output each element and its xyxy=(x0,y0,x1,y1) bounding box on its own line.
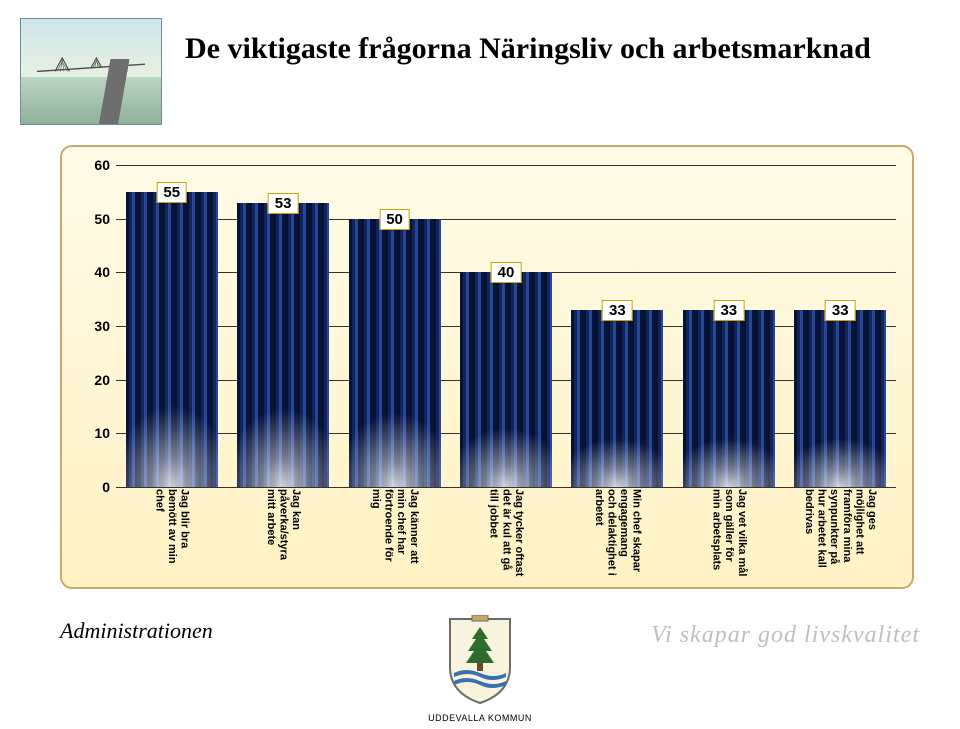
bar-value-label: 33 xyxy=(602,300,633,321)
bar-chart: 0 10 20 30 40 50 60 55 53 50 40 33 33 33 Jag blir bra… xyxy=(60,145,914,589)
x-axis-label: Min chef skapar engagemang och delaktigh… xyxy=(592,489,643,579)
bar-value-label: 40 xyxy=(491,262,522,283)
page-title: De viktigaste frågorna Näringsliv och ar… xyxy=(185,32,871,66)
bar: 40 xyxy=(460,165,552,487)
x-axis-label: Jag ges möjlighet att framföra mina synp… xyxy=(802,489,878,579)
bar: 33 xyxy=(683,165,775,487)
x-axis-label: Jag kan påverka/styra mitt arbete xyxy=(264,489,302,579)
y-axis-label: 50 xyxy=(94,211,110,227)
x-axis-label: Jag vet vilka mål som gäller för min arb… xyxy=(710,489,748,579)
bar: 33 xyxy=(794,165,886,487)
y-axis-label: 40 xyxy=(94,264,110,280)
y-axis-label: 30 xyxy=(94,318,110,334)
y-axis-label: 20 xyxy=(94,372,110,388)
bar: 50 xyxy=(349,165,441,487)
bar-value-label: 55 xyxy=(156,182,187,203)
bar: 53 xyxy=(237,165,329,487)
crest-caption: UDDEVALLA KOMMUN xyxy=(428,713,532,723)
y-axis-label: 10 xyxy=(94,425,110,441)
bar-value-label: 50 xyxy=(379,209,410,230)
x-axis-label: Jag blir bra bemött av min chef xyxy=(153,489,191,579)
bar-value-label: 33 xyxy=(713,300,744,321)
y-axis-label: 60 xyxy=(94,157,110,173)
bar-value-label: 33 xyxy=(825,300,856,321)
municipality-crest-icon xyxy=(444,615,516,705)
x-axis-label: Jag känner att min chef har förtroende f… xyxy=(369,489,420,579)
footer-right-motto: Vi skapar god livskvalitet xyxy=(651,622,920,649)
gridline xyxy=(116,487,896,488)
bar: 33 xyxy=(571,165,663,487)
y-axis-label: 0 xyxy=(102,479,110,495)
footer-left-text: Administrationen xyxy=(60,618,213,644)
x-axis-label: Jag tycker oftast det är kul att gå till… xyxy=(487,489,525,579)
bar: 55 xyxy=(126,165,218,487)
bar-value-label: 53 xyxy=(268,193,299,214)
municipality-painting-logo xyxy=(20,18,162,125)
